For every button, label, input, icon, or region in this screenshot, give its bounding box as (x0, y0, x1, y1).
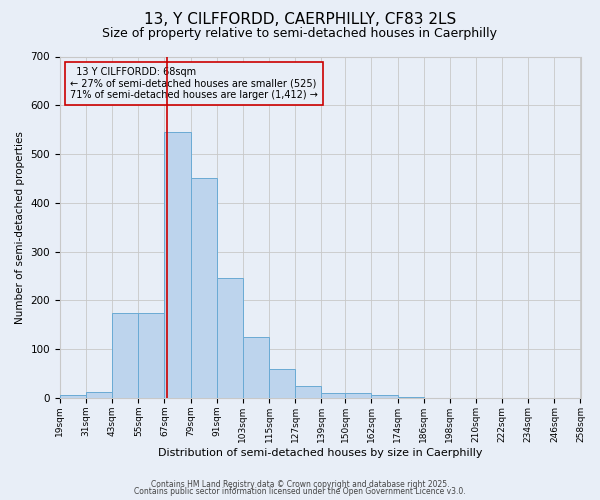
Bar (139, 312, 164, 398)
Bar (371, 396, 398, 398)
Bar (398, 397, 424, 398)
Bar (269, 368, 295, 398)
Bar (217, 278, 243, 398)
X-axis label: Distribution of semi-detached houses by size in Caerphilly: Distribution of semi-detached houses by … (158, 448, 482, 458)
Bar (295, 386, 321, 398)
Bar (191, 178, 217, 398)
Text: Contains HM Land Registry data © Crown copyright and database right 2025.: Contains HM Land Registry data © Crown c… (151, 480, 449, 489)
Bar (60, 396, 86, 398)
Bar (164, 132, 191, 398)
Bar (345, 393, 371, 398)
Y-axis label: Number of semi-detached properties: Number of semi-detached properties (15, 131, 25, 324)
Bar (321, 393, 345, 398)
Text: 13 Y CILFFORDD: 68sqm
← 27% of semi-detached houses are smaller (525)
71% of sem: 13 Y CILFFORDD: 68sqm ← 27% of semi-deta… (70, 66, 318, 100)
Bar (243, 337, 269, 398)
Text: 13, Y CILFFORDD, CAERPHILLY, CF83 2LS: 13, Y CILFFORDD, CAERPHILLY, CF83 2LS (144, 12, 456, 28)
Bar (86, 392, 112, 398)
Bar (112, 312, 139, 398)
Text: Contains public sector information licensed under the Open Government Licence v3: Contains public sector information licen… (134, 487, 466, 496)
Text: Size of property relative to semi-detached houses in Caerphilly: Size of property relative to semi-detach… (103, 28, 497, 40)
